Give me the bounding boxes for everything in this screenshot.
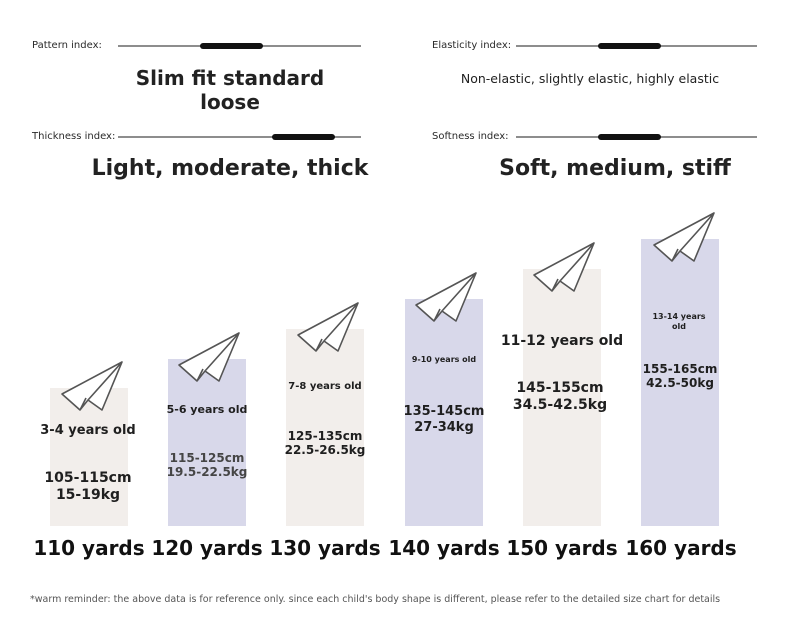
weight-120: 19.5-22.5kg	[166, 465, 248, 480]
size-bar-120	[168, 359, 246, 526]
height-150: 145-155cm	[516, 380, 604, 396]
measure-120: 115-125cm 19.5-22.5kg	[147, 451, 267, 480]
elasticity-index-marker	[598, 43, 661, 49]
paper-plane-icon	[178, 332, 240, 382]
yard-150: 150 yards	[506, 536, 618, 560]
weight-150: 34.5-42.5kg	[512, 396, 608, 413]
thickness-index-label: Thickness index:	[32, 131, 116, 142]
measure-110: 105-115cm 15-19kg	[28, 470, 148, 504]
paper-plane-icon	[653, 212, 715, 262]
softness-index-track	[516, 134, 757, 140]
measure-160: 155-165cm 42.5-50kg	[620, 362, 740, 391]
elasticity-index-track	[516, 43, 757, 49]
elasticity-index-label: Elasticity index:	[432, 40, 512, 51]
measure-130: 125-135cm 22.5-26.5kg	[265, 429, 385, 458]
paper-plane-icon	[297, 302, 359, 352]
paper-plane-icon	[415, 272, 477, 322]
yard-110: 110 yards	[33, 536, 145, 560]
height-130: 125-135cm	[287, 429, 363, 443]
thickness-index-track	[118, 134, 361, 140]
softness-index-marker	[598, 134, 661, 140]
thickness-index-value: Light, moderate, thick	[91, 156, 369, 181]
size-bar-130	[286, 329, 364, 526]
age-120: 5-6 years old	[166, 403, 248, 416]
height-160: 155-165cm	[642, 362, 718, 376]
yard-160: 160 yards	[625, 536, 737, 560]
age-160: 13-14 years old	[652, 312, 706, 331]
elasticity-index-value: Non-elastic, slightly elastic, highly el…	[460, 71, 720, 86]
age-140: 9-10 years old	[411, 355, 477, 364]
yard-130: 130 yards	[269, 536, 381, 560]
height-110: 105-115cm	[44, 470, 132, 486]
weight-130: 22.5-26.5kg	[284, 443, 366, 458]
thickness-index-marker	[272, 134, 335, 140]
warm-reminder-note: *warm reminder: the above data is for re…	[30, 594, 721, 605]
softness-index-value: Soft, medium, stiff	[499, 156, 731, 181]
pattern-index-label: Pattern index:	[32, 40, 102, 51]
age-130: 7-8 years old	[288, 381, 362, 392]
paper-plane-icon	[61, 361, 123, 411]
pattern-index-value: Slim fit standard loose	[135, 66, 325, 114]
age-150: 11-12 years old	[500, 333, 624, 349]
paper-plane-icon	[533, 242, 595, 292]
weight-140: 27-34kg	[414, 419, 474, 435]
weight-110: 15-19kg	[55, 486, 121, 503]
weight-160: 42.5-50kg	[646, 376, 714, 391]
height-120: 115-125cm	[169, 451, 245, 465]
age-110: 3-4 years old	[40, 423, 136, 438]
yard-140: 140 yards	[388, 536, 500, 560]
pattern-index-marker	[200, 43, 263, 49]
yard-120: 120 yards	[151, 536, 263, 560]
size-bar-110	[50, 388, 128, 526]
softness-index-label: Softness index:	[432, 131, 509, 142]
height-140: 135-145cm	[403, 404, 485, 419]
pattern-index-track	[118, 43, 361, 49]
size-bar-140	[405, 299, 483, 526]
measure-140: 135-145cm 27-34kg	[384, 404, 504, 435]
size-bar-150	[523, 269, 601, 526]
measure-150: 145-155cm 34.5-42.5kg	[500, 380, 620, 414]
size-bar-160	[641, 239, 719, 526]
